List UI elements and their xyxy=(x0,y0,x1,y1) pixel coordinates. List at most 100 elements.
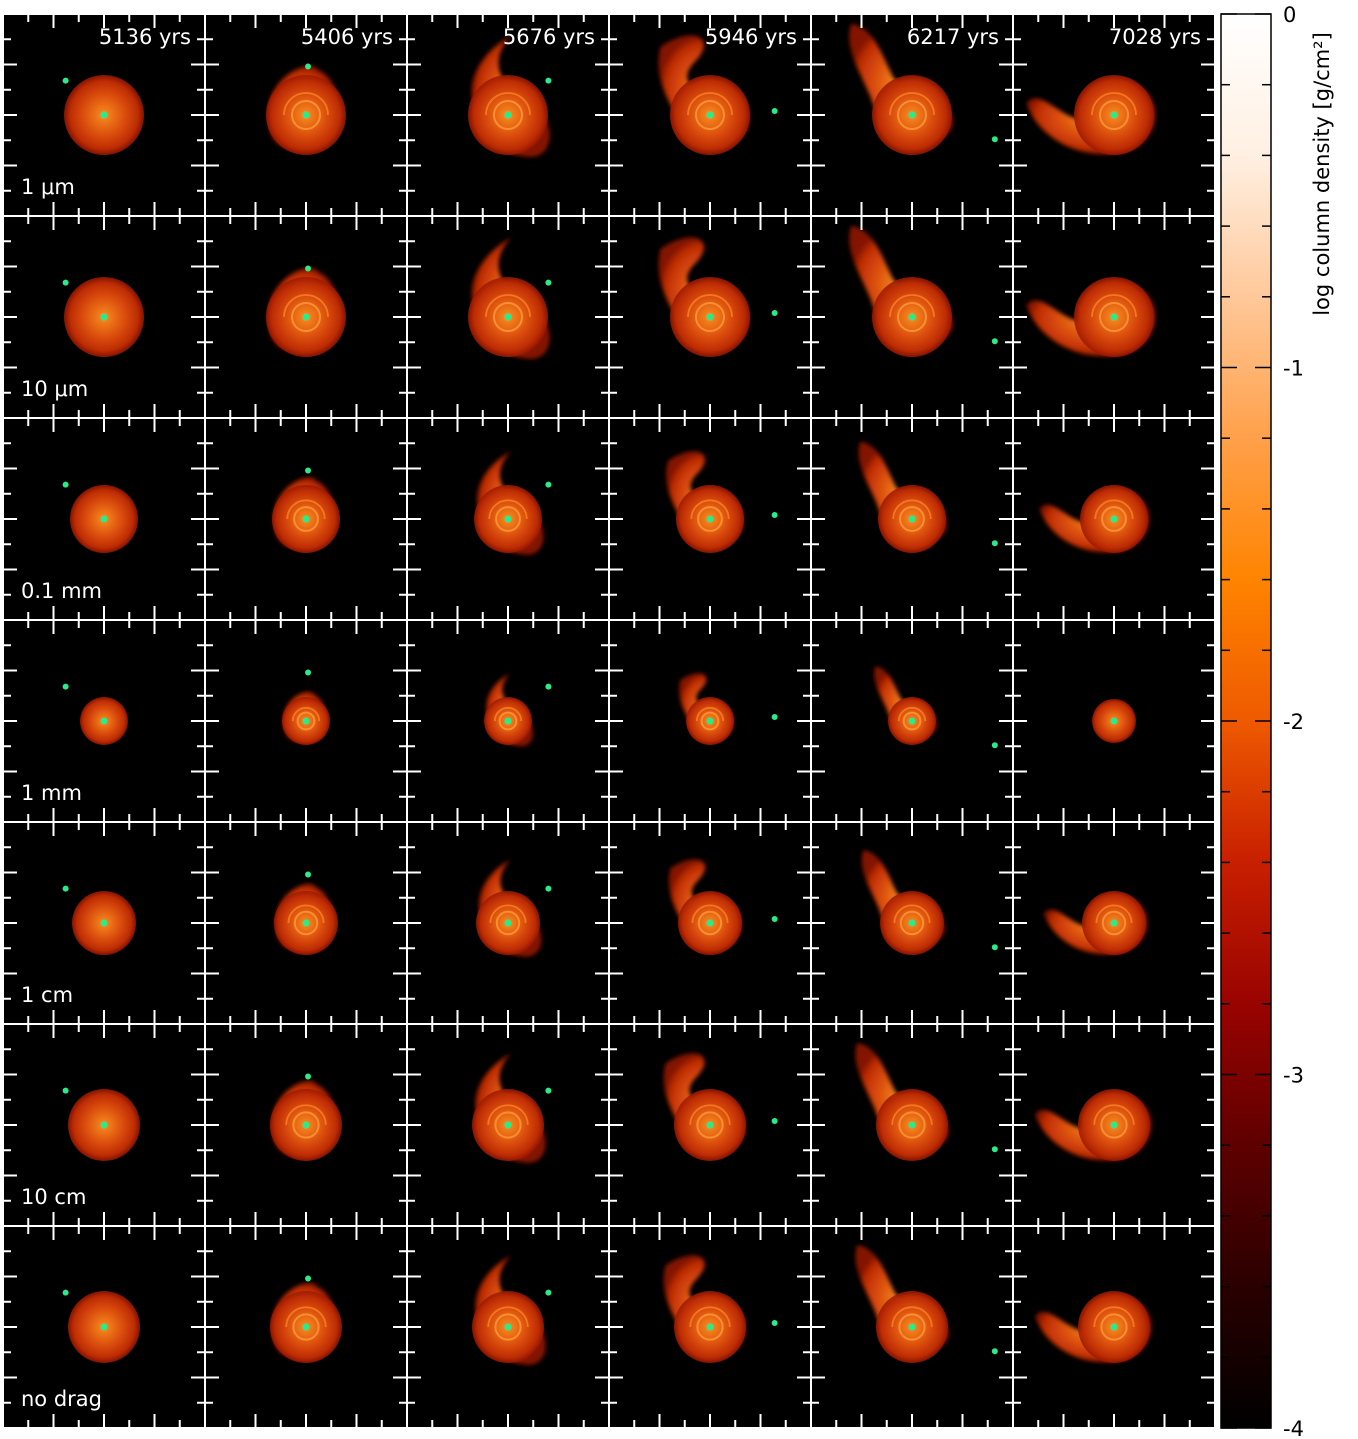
companion-star-marker xyxy=(991,540,998,547)
grain-size-label: no drag xyxy=(21,1387,102,1411)
central-star-marker xyxy=(706,1121,714,1129)
time-label: 7028 yrs xyxy=(1109,25,1201,49)
central-star-marker xyxy=(706,515,714,523)
panel-r7-c6 xyxy=(1012,1225,1216,1429)
central-star-marker xyxy=(100,313,108,321)
panel-r3-c5 xyxy=(810,417,1014,621)
central-star-marker xyxy=(504,1121,512,1129)
central-star-marker xyxy=(100,515,108,523)
panel-ticks xyxy=(407,418,609,620)
companion-star-marker xyxy=(771,713,778,720)
spiral-ring xyxy=(898,1111,926,1139)
panel-r3-c4 xyxy=(608,417,812,621)
spiral-ring xyxy=(695,302,725,332)
spiral-ring xyxy=(700,711,720,731)
panel-ticks xyxy=(205,418,407,620)
spiral-ring xyxy=(493,302,523,332)
panel-r7-c5 xyxy=(810,1225,1014,1429)
panel-r7-c3 xyxy=(406,1225,610,1429)
colorbar-label: log column density [g/cm²] xyxy=(1310,32,1334,316)
spiral-ring xyxy=(697,506,723,532)
panel-ticks xyxy=(205,1024,407,1226)
panel-r6-c2 xyxy=(204,1023,408,1227)
central-star-marker xyxy=(908,1121,916,1129)
spiral-arm xyxy=(1093,1306,1135,1328)
panel-r1-c2: 5406 yrs xyxy=(204,13,408,217)
panel-ticks xyxy=(407,620,609,822)
companion-star-marker xyxy=(545,683,552,690)
spiral-ring xyxy=(899,506,925,532)
central-star-marker xyxy=(302,1121,310,1129)
panel-ticks xyxy=(205,620,407,822)
panel-ticks xyxy=(407,822,609,1024)
panel-ticks xyxy=(1013,216,1215,418)
spiral-arm xyxy=(687,294,733,318)
panel-ticks xyxy=(407,1024,609,1226)
central-star-marker xyxy=(504,1323,512,1331)
central-star-marker xyxy=(302,111,310,119)
spiral-arm xyxy=(286,499,326,520)
spiral-arm xyxy=(1091,294,1137,318)
spiral-arm xyxy=(891,1104,933,1126)
panel-r4-c4 xyxy=(608,619,812,823)
panel-r1-c6: 7028 yrs xyxy=(1012,13,1216,217)
companion-star-marker xyxy=(305,871,312,878)
panel-r5-c2 xyxy=(204,821,408,1025)
spiral-ring xyxy=(1100,1313,1128,1341)
spiral-arm xyxy=(285,1306,327,1328)
grain-size-label: 1 cm xyxy=(21,983,73,1007)
panel-r6-c6 xyxy=(1012,1023,1216,1227)
spiral-ring xyxy=(498,711,518,731)
panel-r4-c3 xyxy=(406,619,610,823)
panel-r3-c3 xyxy=(406,417,610,621)
panel-ticks xyxy=(609,1226,811,1428)
central-star-marker xyxy=(1110,1323,1118,1331)
companion-star-marker xyxy=(62,1087,69,1094)
companion-star-marker xyxy=(305,467,312,474)
panel-ticks xyxy=(609,14,811,216)
panel-r7-c2 xyxy=(204,1225,408,1429)
grain-size-label: 0.1 mm xyxy=(21,579,102,603)
panel-ticks xyxy=(609,822,811,1024)
central-star-marker xyxy=(302,919,310,927)
spiral-ring xyxy=(291,302,321,332)
panel-ticks xyxy=(1013,822,1215,1024)
spiral-ring xyxy=(495,910,521,936)
spiral-ring xyxy=(696,1111,724,1139)
time-label: 6217 yrs xyxy=(907,25,999,49)
companion-star-marker xyxy=(545,481,552,488)
panel-ticks xyxy=(811,822,1013,1024)
spiral-arm xyxy=(485,92,531,116)
spiral-arm xyxy=(489,904,527,924)
spiral-arm xyxy=(695,706,725,722)
spiral-arm xyxy=(1091,92,1137,116)
spiral-ring xyxy=(1100,1111,1128,1139)
panel-ticks xyxy=(811,1226,1013,1428)
companion-star-marker xyxy=(305,1275,312,1282)
companion-star-marker xyxy=(771,107,778,114)
panel-ticks xyxy=(609,418,811,620)
spiral-ring xyxy=(493,100,523,130)
panel-r5-c3 xyxy=(406,821,610,1025)
spiral-ring xyxy=(494,1313,522,1341)
spiral-arm xyxy=(1094,499,1134,520)
central-star-marker xyxy=(908,1323,916,1331)
grain-size-label: 10 μm xyxy=(21,377,88,401)
panel-r3-c1: 0.1 mm xyxy=(2,417,206,621)
grain-size-label: 10 cm xyxy=(21,1185,86,1209)
colorbar-tick-label: -3 xyxy=(1283,1064,1304,1088)
spiral-arm xyxy=(891,1306,933,1328)
central-star-marker xyxy=(302,1323,310,1331)
panel-ticks xyxy=(3,620,205,822)
panel-ticks xyxy=(3,822,205,1024)
spiral-arm xyxy=(689,1306,731,1328)
spiral-ring xyxy=(695,100,725,130)
panel-ticks xyxy=(1013,418,1215,620)
spiral-arm xyxy=(1093,1104,1135,1126)
spiral-arm xyxy=(487,1104,529,1126)
central-star-marker xyxy=(908,111,916,119)
panel-r6-c3 xyxy=(406,1023,610,1227)
spiral-arm xyxy=(285,1104,327,1126)
central-star-marker xyxy=(100,1323,108,1331)
central-star-marker xyxy=(1110,111,1118,119)
